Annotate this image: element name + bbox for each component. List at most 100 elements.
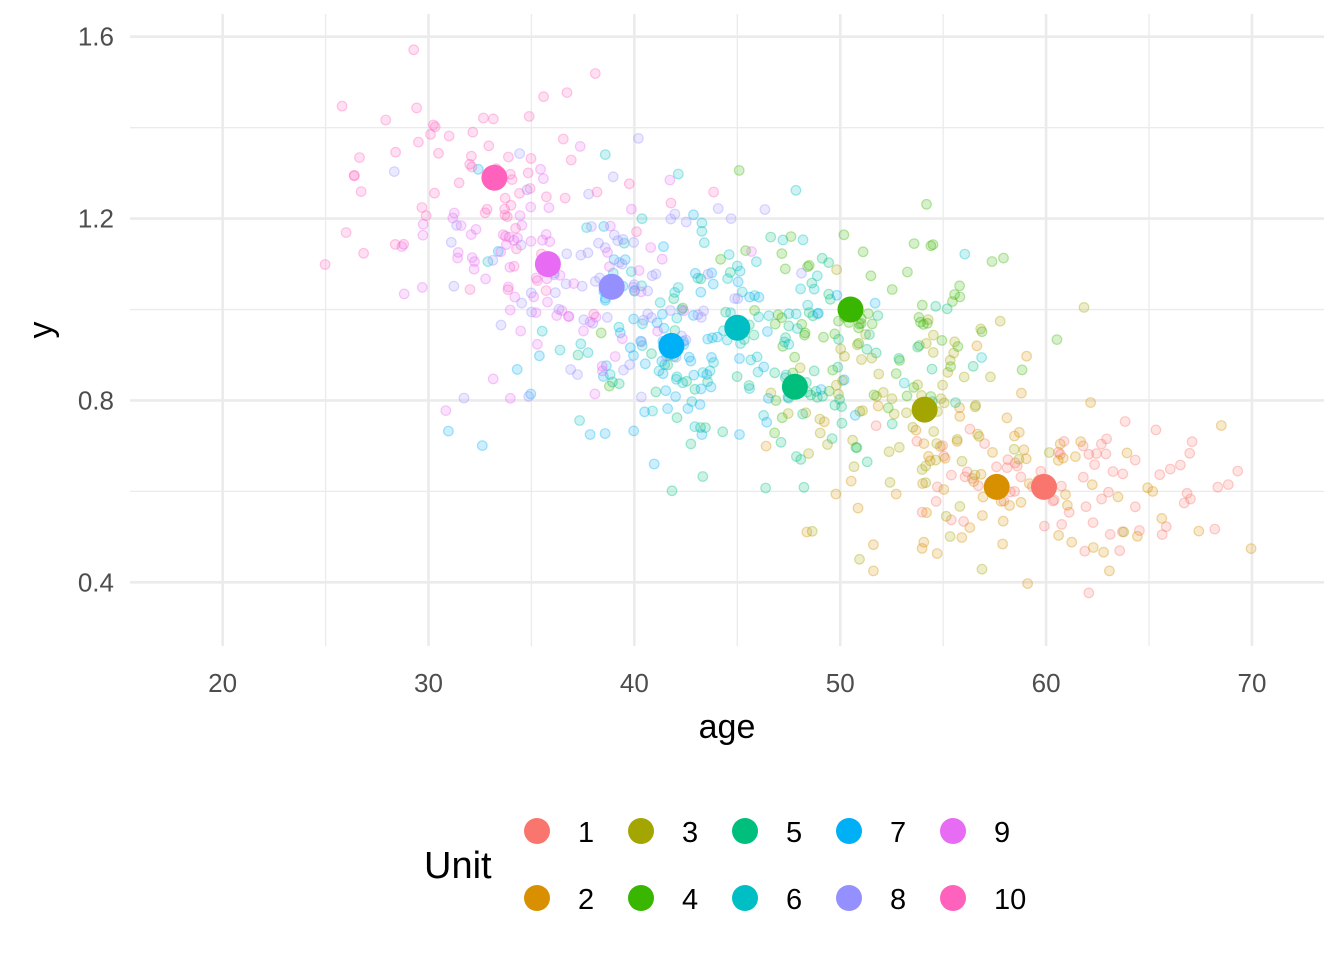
data-point: [958, 516, 969, 527]
data-point: [954, 501, 966, 512]
data-point: [686, 396, 698, 408]
legend-item-unit-4: 4: [628, 884, 698, 916]
data-point: [525, 153, 537, 164]
data-point: [1133, 525, 1145, 536]
legend-key: [940, 818, 966, 844]
data-point: [831, 264, 842, 276]
y-tick-label: 1.2: [78, 204, 114, 234]
data-point: [1056, 519, 1068, 530]
data-point: [633, 265, 645, 276]
data-point: [624, 342, 636, 354]
data-point: [689, 267, 701, 279]
data-point: [884, 477, 896, 488]
data-point: [1096, 493, 1107, 505]
data-point: [420, 210, 432, 222]
data-point: [811, 391, 823, 403]
data-point: [705, 381, 717, 393]
data-point: [986, 256, 998, 267]
data-point: [796, 318, 808, 330]
data-point: [1015, 471, 1027, 483]
data-point: [777, 340, 789, 352]
data-point: [994, 315, 1006, 327]
data-point: [935, 393, 947, 405]
data-point: [706, 267, 718, 279]
data-point: [954, 402, 965, 414]
data-point: [695, 383, 707, 395]
data-point: [720, 306, 732, 318]
center-point-unit-2: [983, 473, 1010, 500]
data-point: [604, 380, 615, 392]
data-point: [599, 149, 611, 161]
data-point: [653, 365, 665, 377]
data-point: [500, 230, 511, 242]
y-axis-title: y: [22, 322, 60, 339]
data-point: [753, 311, 764, 323]
data-point: [1089, 459, 1100, 471]
data-point: [670, 373, 682, 385]
data-point: [563, 311, 575, 323]
data-point: [512, 232, 523, 244]
data-point: [803, 448, 814, 460]
data-point: [918, 536, 930, 548]
data-point: [740, 245, 751, 257]
data-point: [1060, 489, 1071, 500]
data-point: [428, 119, 439, 131]
data-point: [772, 309, 784, 321]
data-point: [1013, 426, 1025, 438]
data-point: [542, 296, 553, 308]
data-point: [465, 229, 477, 241]
data-point: [753, 291, 765, 303]
data-point: [1129, 501, 1141, 513]
data-point: [972, 428, 983, 440]
data-point: [760, 440, 772, 452]
data-point: [975, 468, 987, 480]
data-point: [918, 438, 930, 450]
data-point: [894, 355, 905, 366]
data-point: [1066, 536, 1078, 548]
data-point: [830, 488, 842, 500]
data-point: [912, 379, 923, 391]
data-point: [913, 312, 925, 323]
data-point: [938, 450, 950, 462]
center-point-unit-4: [837, 296, 864, 323]
data-point: [1011, 460, 1023, 472]
data-point: [1015, 496, 1027, 508]
data-point: [797, 408, 809, 420]
data-point: [833, 388, 844, 400]
data-point: [803, 260, 815, 271]
data-point: [849, 409, 861, 421]
data-point: [783, 338, 795, 350]
data-point: [917, 478, 928, 489]
data-point: [695, 273, 707, 285]
data-point: [530, 307, 542, 319]
data-point: [336, 100, 348, 112]
data-point: [1057, 452, 1069, 464]
legend-item-unit-5: 5: [732, 817, 802, 849]
data-point: [815, 384, 827, 395]
data-point: [619, 254, 631, 266]
data-point: [1008, 443, 1020, 455]
legend-label: 9: [994, 817, 1010, 849]
data-point: [1054, 438, 1066, 450]
data-point: [794, 362, 806, 374]
data-point: [908, 382, 920, 393]
data-point: [396, 241, 408, 253]
data-point: [959, 248, 971, 260]
data-point: [1016, 364, 1028, 376]
data-point: [967, 360, 979, 372]
legend-label: 5: [786, 817, 802, 849]
data-point: [758, 361, 770, 373]
data-point: [689, 383, 701, 395]
data-point: [670, 391, 681, 403]
data-point: [827, 364, 839, 376]
data-point: [937, 379, 948, 391]
data-point: [526, 306, 537, 318]
data-point: [613, 257, 625, 268]
data-point: [924, 455, 936, 467]
data-point: [765, 387, 777, 399]
data-point: [927, 347, 939, 358]
data-point: [506, 174, 518, 186]
data-point: [492, 245, 504, 257]
data-point: [433, 147, 444, 159]
data-point: [514, 148, 525, 160]
